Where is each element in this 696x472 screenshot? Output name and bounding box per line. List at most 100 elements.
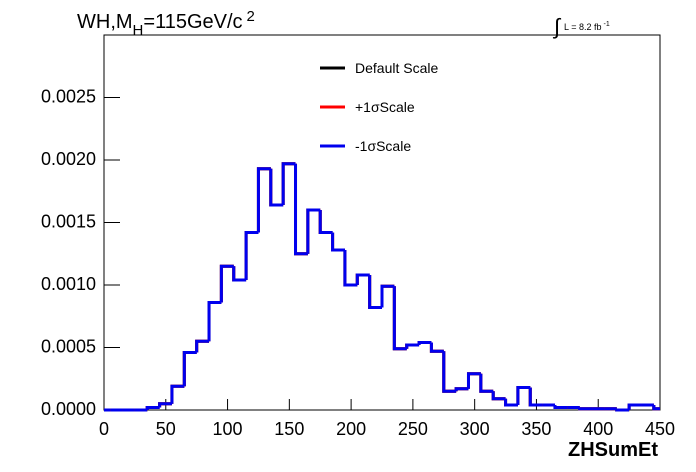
hist-step (516, 386, 531, 405)
hist-step (392, 286, 407, 351)
x-tick-label: 0 (99, 419, 109, 439)
hist-step (318, 210, 333, 234)
hist-step (244, 231, 259, 280)
hist-step (454, 387, 469, 392)
title-part: =115GeV/c (143, 11, 242, 33)
hist-step (516, 386, 531, 405)
hist-step (466, 372, 481, 389)
hist-step (256, 167, 271, 233)
y-tick-label: 0.0015 (41, 211, 96, 231)
hist-step (368, 275, 382, 309)
hist-step (392, 286, 407, 351)
hist-step (306, 208, 321, 254)
hist-step (343, 250, 358, 287)
hist-step (281, 162, 296, 205)
hist-step (479, 373, 494, 393)
hist-step (219, 264, 234, 303)
y-tick-label: 0.0005 (41, 336, 96, 356)
hist-step (343, 250, 358, 287)
x-tick-label: 100 (213, 419, 243, 439)
legend-label: +1σScale (355, 99, 415, 115)
hist-step (232, 266, 247, 282)
hist-step (244, 231, 259, 280)
hist-step (294, 163, 308, 256)
hist-step (331, 232, 345, 252)
hist-step (380, 284, 395, 308)
hist-step (195, 339, 210, 353)
hist-step (442, 351, 457, 393)
hist-step (392, 286, 407, 351)
hist-step (207, 301, 222, 342)
legend-label: -1σScale (355, 138, 411, 154)
hist-step (318, 210, 333, 234)
hist-step (380, 284, 395, 308)
hist-step (244, 231, 259, 280)
hist-step (528, 387, 543, 407)
hist-step (306, 208, 321, 254)
x-tick-label: 250 (398, 419, 428, 439)
y-tick-label: 0.0025 (41, 86, 96, 106)
hist-step (442, 351, 457, 393)
lumi: ∫ L = 8.2 fb -1 (552, 14, 610, 39)
hist-step (269, 168, 284, 207)
hist-step (355, 273, 370, 285)
y-tick-label: 0.0000 (41, 399, 96, 419)
hist-step (491, 391, 506, 401)
hist-step (479, 373, 494, 393)
hist-step (652, 405, 660, 411)
hist-step (380, 284, 395, 308)
hist-step (479, 373, 494, 393)
hist-step (466, 372, 481, 389)
hist-step (256, 167, 271, 233)
hist-step (170, 384, 185, 404)
x-tick-label: 300 (460, 419, 490, 439)
hist-step (281, 162, 296, 205)
hist-step (615, 408, 630, 412)
hist-step (466, 372, 481, 389)
hist-step (269, 168, 284, 207)
x-tick-label: 350 (521, 419, 551, 439)
hist-step (269, 168, 284, 207)
hist-step (442, 351, 457, 393)
title-sub: H (133, 22, 144, 39)
y-tick-label: 0.0010 (41, 274, 96, 294)
hist-step (170, 384, 185, 404)
hist-step (182, 351, 197, 387)
hist-step (158, 402, 172, 408)
lumi-text: L = 8.2 fb (564, 22, 601, 32)
hist-step (578, 407, 593, 411)
hist-step (219, 264, 234, 303)
hist-step (294, 163, 308, 256)
hist-step (429, 342, 444, 353)
x-axis-label: ZHSumEt (568, 439, 658, 461)
hist-step (368, 275, 382, 309)
x-tick-label: 450 (645, 419, 675, 439)
hist-step (294, 163, 308, 256)
hist-step (516, 386, 531, 405)
hist-step (145, 406, 160, 410)
hist-step (207, 301, 222, 342)
hist-step (417, 341, 432, 345)
hist-step (232, 266, 247, 282)
title-sup: 2 (247, 8, 255, 25)
hist-step (331, 232, 345, 252)
hist-step (553, 405, 568, 409)
hist-step (207, 301, 222, 342)
hist-step (281, 162, 296, 205)
hist-step (405, 343, 420, 349)
x-tick-label: 400 (583, 419, 613, 439)
hist-step (343, 250, 358, 287)
lumi-sup: -1 (603, 21, 609, 28)
x-tick-label: 200 (336, 419, 366, 439)
hist-step (256, 167, 271, 233)
hist-step (331, 232, 345, 252)
hist-step (195, 339, 210, 353)
hist-step (318, 210, 333, 234)
title-part: WH,M (77, 11, 133, 33)
hist-step (368, 275, 382, 309)
x-tick-label: 50 (156, 419, 176, 439)
hist-step (306, 208, 321, 254)
hist-step (232, 266, 247, 282)
chart-title: WH,MH=115GeV/c 2 (77, 8, 255, 39)
